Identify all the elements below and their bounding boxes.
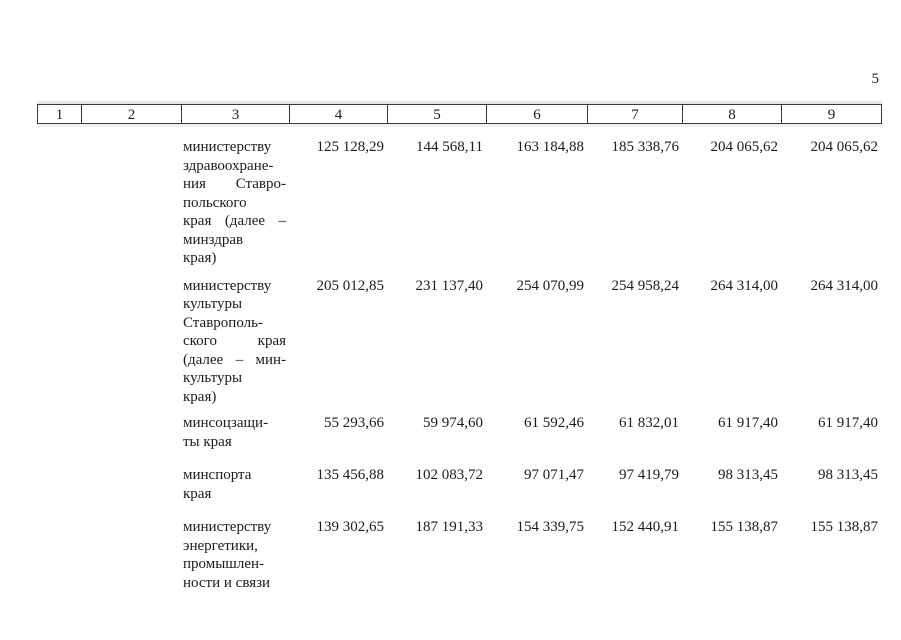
value-cell: 163 184,88 (516, 139, 585, 155)
ministry-name-line: культуры (183, 370, 243, 386)
ministry-name-line: польского (183, 194, 247, 211)
header-cell: 3 (182, 104, 290, 124)
value-cell: 204 065,62 (710, 139, 779, 155)
table-row: министерству здравоохране-ния Ставро-поль… (37, 138, 882, 268)
value-cell: 61 917,40 (818, 415, 878, 431)
ministry-name-line: культуры (183, 296, 243, 312)
value-cell: 254 958,24 (611, 277, 680, 294)
ministry-name-line: края (далее – (183, 213, 286, 229)
ministry-name-line: минздрав (183, 231, 244, 248)
ministry-name: минсоцзащи-ты края (182, 414, 290, 451)
value-cell: 205 012,85 (316, 277, 385, 294)
value-cell: 135 456,88 (316, 467, 385, 483)
table-body: министерству здравоохране-ния Ставро-поль… (37, 138, 882, 592)
ministry-name-line: министерству (183, 277, 272, 294)
ministry-name-line: ности и связи (183, 574, 271, 591)
header-cell: 4 (290, 104, 388, 124)
value-cell: 154 339,75 (516, 519, 585, 535)
value-cell: 61 832,01 (619, 415, 679, 431)
ministry-name-line: (далее – мин- (183, 351, 286, 368)
table-row: министерству энергетики, промышлен-ности и… (37, 518, 882, 592)
value-cell: 125 128,29 (316, 139, 385, 155)
ministry-name: министерству здравоохране-ния Ставро-поль… (182, 138, 290, 268)
value-cell: 231 137,40 (415, 277, 484, 294)
ministry-name-line: минсоцзащи- (183, 415, 269, 431)
ministry-name: министерству энергетики, промышлен-ности и… (182, 518, 290, 592)
value-cell: 187 191,33 (415, 519, 484, 535)
value-cell: 98 313,45 (818, 467, 878, 483)
value-cell: 98 313,45 (718, 467, 778, 483)
ministry-name-line: энергетики, (183, 537, 258, 554)
ministry-name-line: промышлен- (183, 556, 265, 572)
header-cell: 7 (588, 104, 683, 124)
table-row: минспорта края 135 456,88 102 083,72 97 071,… (37, 466, 882, 503)
ministry-name: минспорта края (182, 466, 290, 503)
ministry-name-line: министерству (183, 519, 272, 535)
ministry-name-line: края (183, 485, 212, 502)
header-cell: 6 (487, 104, 588, 124)
value-cell: 139 302,65 (316, 519, 385, 535)
ministry-name-line: ния Ставро- (183, 176, 286, 192)
ministry-name-line: здравоохране- (183, 157, 274, 174)
ministry-name: министерству культуры Ставрополь-ского кра… (182, 277, 290, 407)
value-cell: 155 138,87 (710, 519, 779, 535)
ministry-name-line: ты края (183, 433, 232, 450)
value-cell: 97 071,47 (524, 467, 584, 483)
header-cell: 1 (37, 104, 82, 124)
ministry-name-line: края) (183, 250, 217, 266)
ministry-name-line: ского края (183, 333, 286, 349)
value-cell: 185 338,76 (611, 139, 680, 155)
header-cell: 5 (388, 104, 487, 124)
value-cell: 264 314,00 (810, 277, 879, 294)
ministry-name-line: министерству (183, 139, 272, 155)
page-number: 5 (871, 71, 880, 87)
value-cell: 61 917,40 (718, 415, 778, 431)
value-cell: 61 592,46 (524, 415, 584, 431)
ministry-name-line: края) (183, 388, 217, 405)
table-row: министерству культуры Ставрополь-ского кра… (37, 277, 882, 407)
value-cell: 144 568,11 (416, 139, 483, 155)
value-cell: 97 419,79 (619, 467, 679, 483)
value-cell: 254 070,99 (516, 277, 585, 294)
ministry-name-line: минспорта (183, 467, 252, 483)
value-cell: 59 974,60 (423, 415, 483, 431)
value-cell: 55 293,66 (324, 415, 384, 431)
header-cell: 8 (683, 104, 782, 124)
header-cell: 2 (82, 104, 182, 124)
value-cell: 204 065,62 (810, 139, 879, 155)
value-cell: 152 440,91 (611, 519, 680, 535)
value-cell: 102 083,72 (415, 467, 484, 483)
table-row: минсоцзащи-ты края 55 293,66 59 974,60 61 5… (37, 414, 882, 451)
header-cell: 9 (782, 104, 882, 124)
ministry-name-line: Ставрополь- (183, 314, 263, 331)
value-cell: 155 138,87 (810, 519, 879, 535)
value-cell: 264 314,00 (710, 277, 779, 294)
